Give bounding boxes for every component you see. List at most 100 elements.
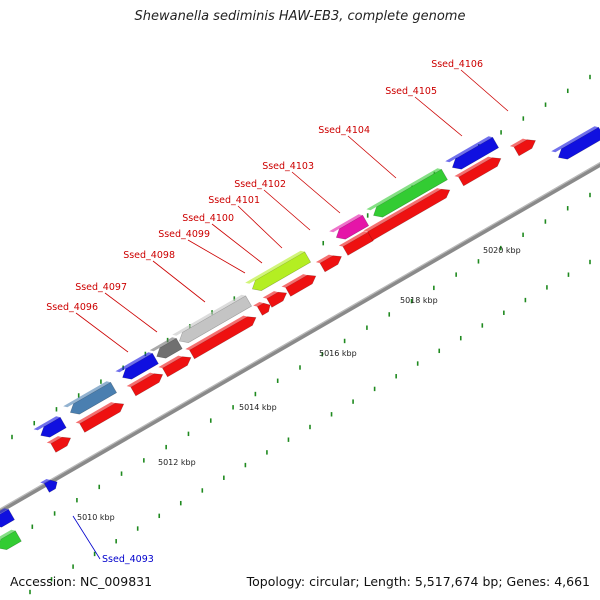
backbone-highlight [0, 161, 600, 510]
feature-body [451, 136, 500, 170]
feature-body [162, 356, 192, 378]
feature-top [551, 126, 599, 153]
track-tick [53, 511, 56, 516]
gene-arrow-lightgray [172, 294, 253, 344]
feature-top [46, 436, 63, 444]
track-tick [321, 352, 324, 357]
track-tick [366, 213, 369, 218]
track-tick [566, 206, 569, 211]
track-tick [395, 374, 397, 379]
feature-body [0, 530, 22, 551]
gene-arrow [185, 315, 257, 360]
feature-top [315, 254, 333, 264]
track-tick [455, 272, 457, 277]
feature-body [156, 337, 183, 359]
gene-arrow [46, 436, 72, 453]
gene-label-leader [460, 69, 509, 112]
track-tick [233, 296, 236, 301]
gene-arrow-blue [40, 478, 58, 493]
track-tick [481, 323, 484, 328]
gene-label-leader [291, 171, 341, 214]
feature-top [149, 337, 177, 352]
track-tick [254, 391, 257, 397]
track-tick [266, 450, 268, 455]
gene-label-leader [187, 239, 246, 274]
track-tick [366, 325, 368, 330]
track-tick [244, 462, 247, 468]
gene-label: Ssed_4099 [158, 229, 210, 240]
track-tick [343, 338, 346, 344]
map-title: Shewanella sediminis HAW-EB3, complete g… [134, 9, 466, 24]
gene-arrow-blue [33, 416, 67, 438]
track-tick [309, 424, 311, 430]
track-tick [566, 88, 569, 94]
accession-text: Accession: NC_009831 [10, 574, 153, 589]
track-tick [201, 488, 204, 493]
gene-label-leader [211, 223, 263, 264]
track-tick [477, 259, 480, 264]
track-tick [416, 361, 419, 366]
feature-body [40, 416, 67, 438]
gene-label: Ssed_4105 [385, 86, 437, 97]
gene-arrow-yellowgreen [245, 250, 312, 292]
track-tick [589, 259, 591, 265]
feature-top [126, 372, 155, 388]
feature-top [158, 355, 183, 369]
track-tick [209, 418, 212, 423]
track-tick [77, 393, 80, 398]
feature-body [189, 316, 257, 360]
gene-arrow [363, 188, 451, 241]
gene-arrow-magenta [329, 214, 370, 240]
gene-arrow-green [0, 529, 22, 551]
gene-arrow [158, 355, 192, 378]
gene-label: Ssed_4102 [234, 179, 286, 190]
scale-tick-label: 5014 kbp [239, 403, 277, 412]
track-tick [589, 192, 591, 198]
feature-top [33, 416, 61, 431]
feature-body [50, 436, 72, 453]
feature-body [513, 139, 536, 157]
gene-arrow [126, 372, 164, 397]
track-tick [544, 219, 547, 224]
gene-arrow-blue [0, 508, 15, 528]
track-tick [499, 245, 502, 251]
track-tick [223, 475, 225, 480]
track-tick [524, 297, 527, 303]
gene-arrow [454, 156, 502, 187]
track-tick [187, 431, 190, 437]
gene-label: Ssed_4097 [75, 282, 127, 293]
track-tick [55, 407, 58, 412]
map-layers: 5010 kbp 5012 kbp 5014 kbp 5016 kbp 5018 kbp… [0, 59, 600, 595]
track-tick [120, 471, 123, 476]
track-tick [165, 444, 167, 450]
gene-label: Ssed_4104 [318, 125, 370, 136]
feature-top [329, 214, 363, 233]
gene-arrow [253, 301, 271, 316]
feature-top [509, 138, 527, 148]
track-tick [522, 116, 525, 121]
track-tick [11, 434, 13, 440]
track-tick [589, 74, 591, 80]
gene-arrow-blue [445, 136, 500, 170]
gene-arrow [262, 291, 288, 308]
scale-tick-label: 5016 kbp [319, 349, 357, 358]
track-tick [287, 437, 290, 442]
feature-body [373, 168, 448, 218]
track-tick [500, 130, 502, 135]
feature-top [40, 478, 51, 484]
track-tick [232, 405, 234, 410]
gene-label: Ssed_4093 [102, 554, 154, 565]
gene-label-leader [152, 260, 206, 303]
feature-top [75, 402, 116, 424]
feature-top [366, 168, 442, 211]
track-tick [410, 298, 413, 304]
feature-top [185, 315, 248, 351]
gene-label-leader [414, 96, 463, 137]
scale-tick-track [29, 259, 591, 595]
feature-top [454, 156, 493, 178]
track-tick [352, 399, 354, 404]
inner-tick-track [9, 192, 591, 543]
track-tick [115, 539, 117, 544]
gene-label: Ssed_4106 [431, 59, 483, 70]
gene-label: Ssed_4100 [182, 213, 234, 224]
